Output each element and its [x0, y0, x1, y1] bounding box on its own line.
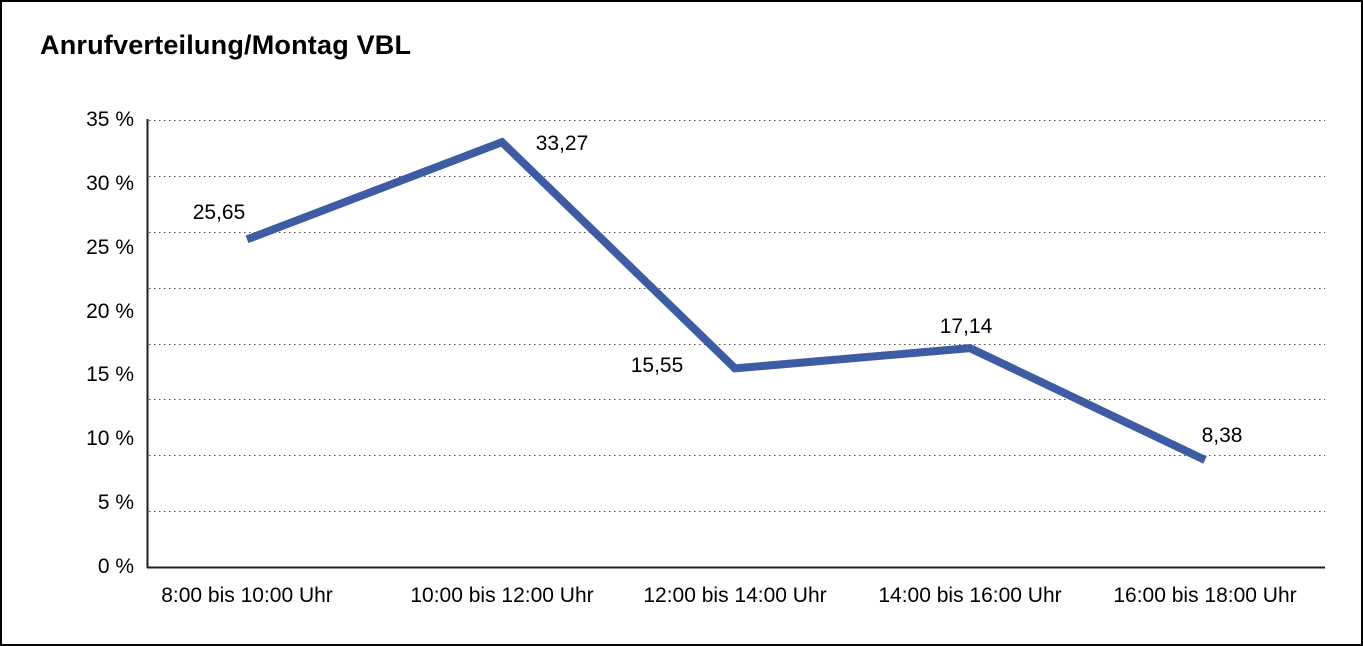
gridlines [149, 120, 1325, 512]
data-value-label: 17,14 [939, 315, 993, 339]
chart-title: Anrufverteilung/Montag VBL [40, 30, 412, 60]
data-value-label: 8,38 [1201, 423, 1243, 447]
y-tick-label: 15 % [86, 363, 134, 387]
data-value-label: 15,55 [630, 354, 684, 378]
y-tick-label: 5 % [97, 491, 134, 515]
y-tick-label: 20 % [86, 299, 134, 323]
x-category-label: 14:00 bis 16:00 Uhr [878, 584, 1062, 607]
y-tick-label: 10 % [86, 427, 134, 451]
data-line [245, 137, 1207, 464]
x-category-label: 10:00 bis 12:00 Uhr [410, 584, 594, 607]
series-line [245, 137, 1207, 464]
x-category-label: 8:00 bis 10:00 Uhr [161, 584, 333, 607]
axes [146, 119, 1325, 569]
data-value-label: 33,27 [535, 132, 589, 156]
y-tick-label: 25 % [86, 235, 134, 259]
y-tick-label: 0 % [97, 555, 134, 578]
y-tick-label: 35 % [86, 108, 134, 131]
x-category-label: 16:00 bis 18:00 Uhr [1113, 584, 1297, 607]
y-tick-label: 30 % [86, 171, 134, 195]
x-category-label: 12:00 bis 14:00 Uhr [643, 584, 827, 607]
data-value-label: 25,65 [192, 201, 246, 225]
